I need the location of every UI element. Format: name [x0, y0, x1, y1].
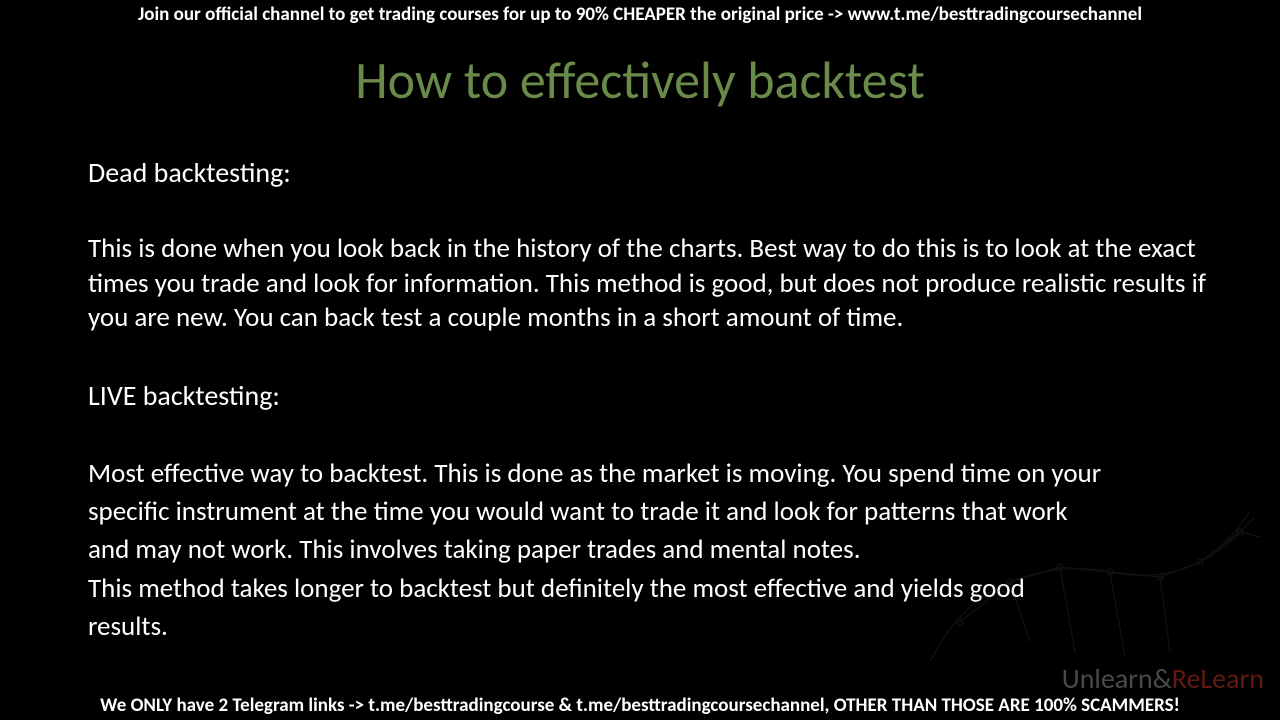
bottom-banner: We ONLY have 2 Telegram links -> t.me/be… [0, 694, 1280, 717]
bull-watermark-icon [900, 482, 1280, 702]
section1-body: This is done when you look back in the h… [88, 232, 1220, 336]
section2-heading: LIVE backtesting: [88, 378, 1220, 413]
section1-heading: Dead backtesting: [88, 155, 1220, 190]
top-banner: Join our official channel to get trading… [0, 3, 1280, 26]
slide-title: How to effectively backtest [0, 48, 1280, 112]
